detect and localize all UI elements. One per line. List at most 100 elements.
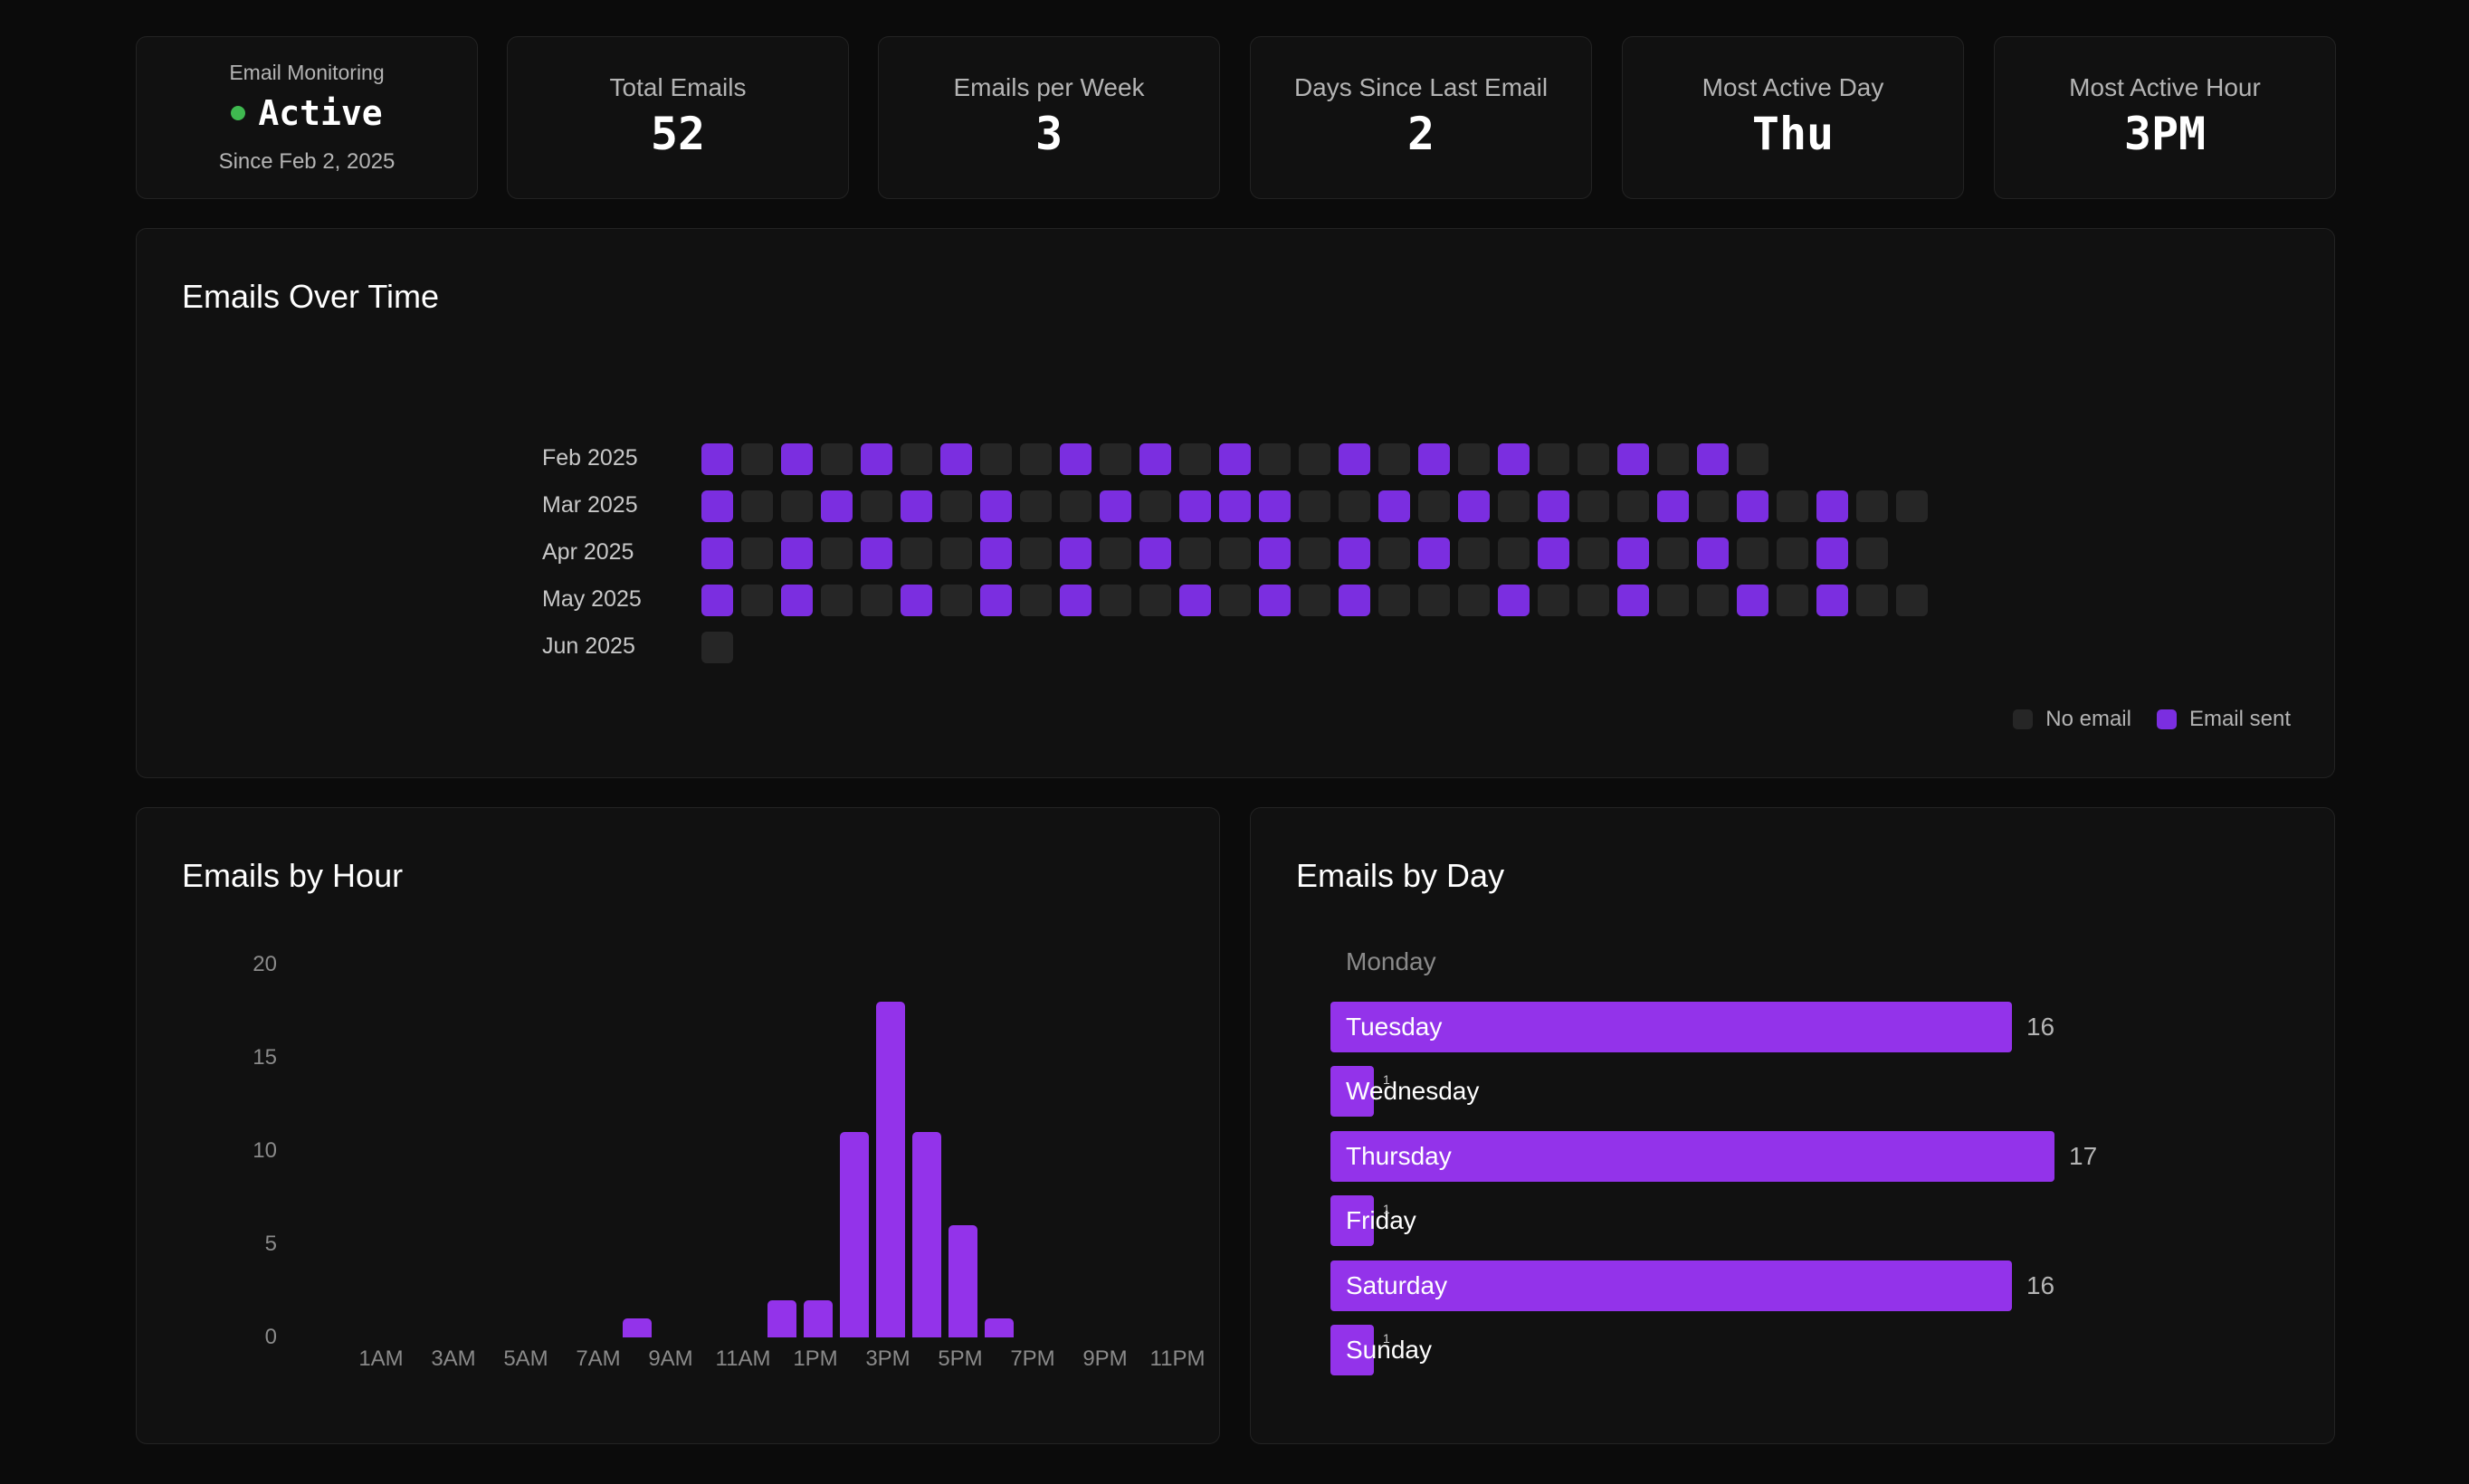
x-tick-label: 1AM [358,1346,404,1371]
day-value-label: 1 [1383,1072,1390,1087]
day-cell-sent [1697,537,1729,569]
x-tick-label: 3AM [431,1346,476,1371]
day-cell-empty [1657,585,1689,616]
day-cell-sent [980,585,1012,616]
day-cell-sent [1617,443,1649,475]
day-cell-sent [701,537,733,569]
day-cell-empty [1219,585,1251,616]
day-cell-sent [1418,537,1450,569]
y-tick-label: 15 [253,1045,277,1070]
day-value-label: 16 [2026,1270,2055,1299]
day-cell-sent [1339,585,1370,616]
y-tick-label: 5 [264,1232,277,1256]
day-cell-empty [1100,585,1131,616]
day-bar [1330,1325,1374,1375]
legend-swatch [2013,709,2034,729]
day-cell-empty [1578,443,1609,475]
emails-by-day-card: Emails by Day Monday Tuesday 16 Wednesday 1 T… [1250,807,2335,1444]
day-cell-sent [1617,585,1649,616]
month-label: May 2025 [542,586,642,612]
day-cell-empty [1458,585,1490,616]
stat-card-monitoring: Email Monitoring Active Since Feb 2, 202… [136,36,478,199]
day-value-label: 1 [1383,1202,1390,1216]
day-cell-sent [1538,537,1569,569]
day-label: Tuesday [1346,1012,1443,1041]
day-cell-empty [1458,443,1490,475]
stat-label: Email Monitoring [229,61,385,84]
day-cell-sent [861,537,892,569]
day-cell-empty [1100,443,1131,475]
day-cell-sent [1498,443,1530,475]
day-cell-empty [1139,585,1171,616]
day-cell-empty [1418,490,1450,522]
day-cell-empty [1856,585,1888,616]
day-cell-sent [701,585,733,616]
day-value-label: 17 [2069,1141,2098,1170]
day-cell-empty [1299,537,1330,569]
day-cell-empty [1856,537,1888,569]
day-cell-empty [1617,490,1649,522]
card-title: Emails by Hour [182,857,404,894]
day-cell-empty [821,537,853,569]
day-cell-empty [1378,537,1410,569]
card-title: Emails Over Time [182,278,440,315]
legend-label: No email [2045,707,2131,731]
stat-value: 2 [1406,108,1435,160]
monitoring-since: Since Feb 2, 2025 [218,149,396,174]
day-cell-empty [1100,537,1131,569]
day-cell-empty [741,585,773,616]
day-cell-empty [940,537,972,569]
status-dot-icon [231,105,246,120]
day-cell-sent [1458,490,1490,522]
day-cell-sent [1339,537,1370,569]
day-cell-empty [1578,585,1609,616]
day-label: Sunday [1346,1336,1432,1364]
legend-swatch [2156,709,2177,729]
day-cell-empty [1299,585,1330,616]
stat-card-emails-per-week: Emails per Week 3 [878,36,1220,199]
legend-item-no-email: No email [2013,707,2131,732]
day-label: Monday [1346,947,1436,975]
day-cell-empty [901,443,932,475]
day-label: Wednesday [1346,1077,1480,1105]
day-cell-sent [1139,537,1171,569]
x-tick-label: 7AM [576,1346,621,1371]
day-cell-sent [1100,490,1131,522]
hour-bar [912,1132,941,1337]
day-cell-empty [1777,490,1808,522]
day-cell-empty [901,537,932,569]
day-label: Friday [1346,1206,1416,1234]
day-cell-empty [741,443,773,475]
day-cell-empty [1896,585,1928,616]
day-cell-empty [1299,443,1330,475]
calendar-legend: No email Email sent [1988,707,2291,732]
day-cell-sent [1498,585,1530,616]
day-cell-empty [1498,490,1530,522]
day-cell-empty [821,585,853,616]
stat-label: Days Since Last Email [1293,73,1549,101]
stat-value: Thu [1751,108,1835,160]
day-cell-sent [1816,585,1848,616]
day-cell-empty [1339,490,1370,522]
day-cell-sent [1339,443,1370,475]
day-cell-empty [781,490,813,522]
stat-card-days-since-last: Days Since Last Email 2 [1250,36,1592,199]
month-label: Apr 2025 [542,539,634,565]
day-cell-empty [1737,443,1768,475]
emails-by-hour-card: Emails by Hour 0 5 10 15 20 1AM 3AM 5AM 7AM 9AM 11… [136,807,1220,1444]
stat-card-total-emails: Total Emails 52 [507,36,849,199]
day-cell-sent [1538,490,1569,522]
day-cell-empty [1020,490,1052,522]
y-tick-label: 20 [253,952,277,976]
day-cell-empty [1219,537,1251,569]
stat-value: 3PM [2123,108,2207,160]
day-cell-sent [1737,490,1768,522]
day-cell-empty [1020,537,1052,569]
day-cell-sent [1657,490,1689,522]
day-cell-empty [1697,585,1729,616]
stat-label: Total Emails [609,73,747,101]
day-cell-empty [1378,585,1410,616]
day-cell-sent [861,443,892,475]
day-cell-empty [1697,490,1729,522]
day-cell-sent [901,490,932,522]
